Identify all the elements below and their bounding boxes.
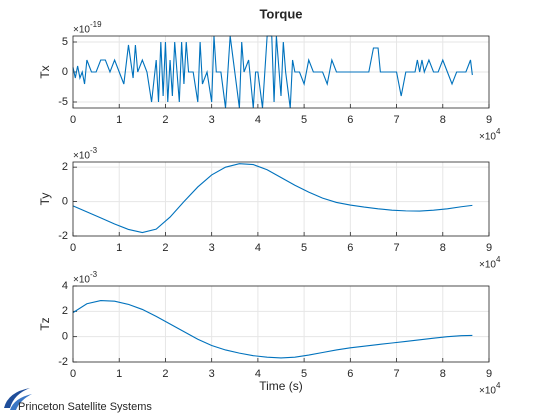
x-tick-label: 4 xyxy=(255,114,261,126)
y-multiplier: ×10 xyxy=(73,25,90,36)
logo-icon xyxy=(4,388,32,410)
x-tick-label: 8 xyxy=(440,242,446,254)
x-tick-label: 1 xyxy=(116,368,122,380)
x-tick-label: 0 xyxy=(70,114,76,126)
axes-box xyxy=(72,285,490,363)
x-axis-label: Time (s) xyxy=(259,379,303,393)
y-axis-label: Tx xyxy=(38,65,52,78)
x-tick-label: 4 xyxy=(255,242,261,254)
y-exponent: -3 xyxy=(90,270,98,279)
axes-box xyxy=(72,35,490,109)
x-tick-label: 6 xyxy=(347,114,353,126)
y-tick-label: -2 xyxy=(58,356,68,368)
x-tick-label: 1 xyxy=(116,114,122,126)
x-tick-label: 2 xyxy=(162,114,168,126)
y-tick-label: -5 xyxy=(58,96,68,108)
data-line xyxy=(72,163,473,234)
y-tick-label: 0 xyxy=(62,195,68,207)
y-tick-label: 2 xyxy=(62,305,68,317)
x-exponent: 4 xyxy=(496,381,501,390)
x-tick-label: 7 xyxy=(393,368,399,380)
y-exponent: -19 xyxy=(90,20,102,29)
x-exponent: 4 xyxy=(496,127,501,136)
x-tick-label: 0 xyxy=(70,242,76,254)
x-tick-label: 9 xyxy=(486,242,492,254)
x-multiplier: ×10 xyxy=(479,132,496,143)
x-tick-label: 4 xyxy=(255,368,261,380)
x-exponent: 4 xyxy=(496,255,501,264)
x-tick-label: 7 xyxy=(393,242,399,254)
x-tick-label: 6 xyxy=(347,368,353,380)
x-tick-label: 9 xyxy=(486,368,492,380)
data-line xyxy=(72,300,473,359)
plot-area xyxy=(73,162,489,236)
y-axis-label: Ty xyxy=(38,193,52,206)
plot-area xyxy=(73,286,489,362)
data-line xyxy=(72,35,473,109)
x-tick-label: 1 xyxy=(116,242,122,254)
y-tick-label: 4 xyxy=(62,280,68,292)
y-tick-label: -2 xyxy=(58,230,68,242)
x-tick-label: 3 xyxy=(209,114,215,126)
x-tick-label: 9 xyxy=(486,114,492,126)
x-tick-label: 8 xyxy=(440,114,446,126)
logo-text: Princeton Satellite Systems xyxy=(18,401,152,413)
y-tick-label: 2 xyxy=(62,161,68,173)
x-tick-label: 7 xyxy=(393,114,399,126)
y-multiplier: ×10 xyxy=(73,275,90,286)
chart-title: Torque xyxy=(259,6,302,21)
x-tick-label: 8 xyxy=(440,368,446,380)
x-tick-label: 3 xyxy=(209,242,215,254)
x-tick-label: 2 xyxy=(162,242,168,254)
x-tick-label: 5 xyxy=(301,368,307,380)
y-axis-label: Tz xyxy=(38,317,52,330)
x-multiplier: ×10 xyxy=(479,386,496,397)
y-exponent: -3 xyxy=(90,146,98,155)
x-multiplier: ×10 xyxy=(479,260,496,271)
axes-box xyxy=(72,161,490,237)
x-tick-label: 6 xyxy=(347,242,353,254)
x-tick-label: 2 xyxy=(162,368,168,380)
x-tick-label: 3 xyxy=(209,368,215,380)
x-tick-label: 5 xyxy=(301,242,307,254)
y-tick-label: 0 xyxy=(62,66,68,78)
y-tick-label: 5 xyxy=(62,36,68,48)
y-multiplier: ×10 xyxy=(73,151,90,162)
y-tick-label: 0 xyxy=(62,331,68,343)
x-tick-label: 5 xyxy=(301,114,307,126)
x-tick-label: 0 xyxy=(70,368,76,380)
